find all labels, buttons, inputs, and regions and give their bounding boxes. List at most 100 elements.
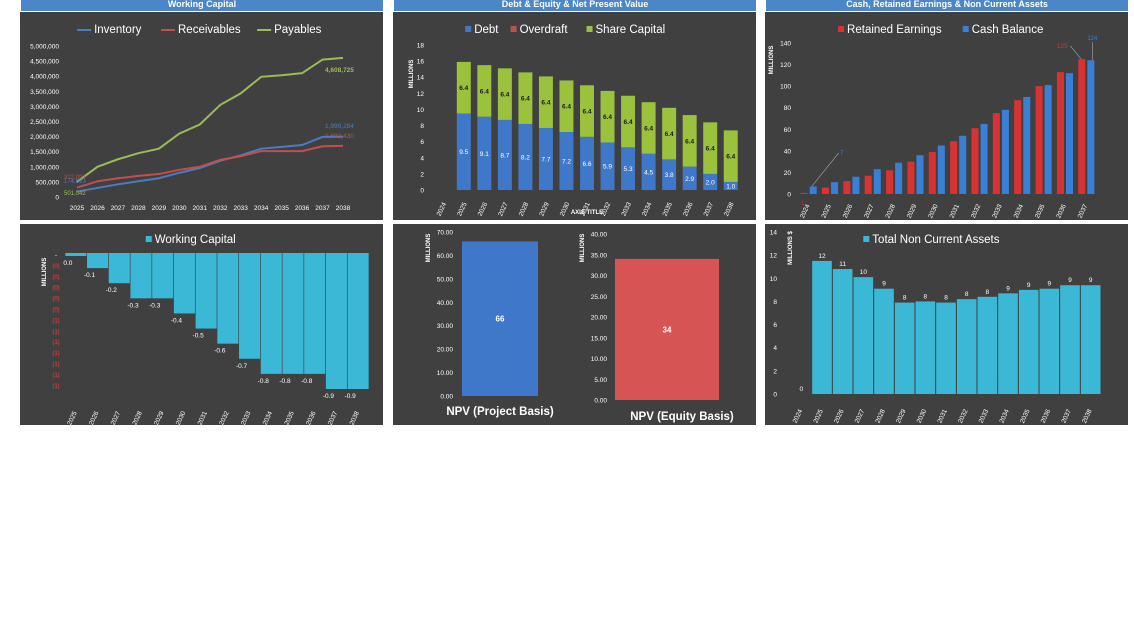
category-label-npv-project: NPV (Project Basis) [446, 406, 554, 418]
data-label-non-current-assets: 9 [1027, 282, 1031, 289]
bar-retained-earnings [1014, 100, 1022, 194]
data-label-share-capital: 6.4 [603, 114, 612, 121]
bar-cash-balance [959, 135, 967, 194]
category-label-npv-equity: NPV (Equity Basis) [630, 411, 734, 423]
data-label-working-capital: -0.2 [106, 287, 118, 294]
data-label-npv-project: 66 [496, 315, 505, 324]
x-tick-label: 2025 [820, 203, 833, 219]
y-tick-label: 40 [784, 148, 792, 155]
data-label-debt: 8.7 [500, 152, 509, 159]
x-tick-label: 2037 [315, 205, 330, 212]
bar-non-current-assets [1060, 285, 1080, 394]
x-tick-label: 2032 [600, 201, 613, 217]
data-label-debt: 8.2 [521, 154, 530, 161]
bar-share-capital [456, 61, 471, 114]
data-label-receivables-end: 1,692,430 [325, 133, 354, 140]
y-tick-label: 100 [780, 84, 791, 91]
y-tick-label: (1) [52, 329, 59, 335]
bar-share-capital [559, 80, 574, 132]
data-label-retained-end: 125 [1057, 43, 1068, 50]
y-tick-label: 1,500,000 [30, 149, 59, 156]
bar-working-capital [304, 253, 326, 374]
bar-cash-balance [809, 186, 817, 194]
bar-working-capital [347, 253, 369, 389]
data-label-working-capital: -0.3 [149, 302, 161, 309]
x-tick-label: 2027 [863, 203, 876, 219]
y-tick-label: 0 [420, 188, 424, 195]
bar-working-capital [325, 253, 347, 389]
y-tick-label: 20 [784, 170, 792, 177]
bar-non-current-assets [915, 301, 936, 394]
bar-non-current-assets [956, 299, 977, 394]
x-tick-label: 2032 [218, 410, 231, 425]
y-tick-label: 3,000,000 [30, 104, 59, 111]
chart-retained-cash: Retained Earnings Cash Balance MILLIONS 0 20… [769, 24, 1098, 219]
x-tick-label: 2024 [792, 408, 805, 424]
data-label-debt: 7.2 [562, 159, 571, 166]
data-label-debt: 5.3 [624, 166, 633, 173]
y-tick-label: 5,000,000 [30, 44, 59, 51]
data-label-debt: 6.6 [582, 161, 591, 168]
x-tick-label: 2036 [1055, 203, 1068, 219]
x-tick-label: 2035 [283, 410, 296, 425]
bar-cash-balance [1023, 96, 1031, 194]
bar-share-capital [538, 76, 553, 128]
bar-non-current-assets [853, 277, 874, 394]
bar-retained-earnings [864, 175, 872, 194]
data-label-share-capital: 6.4 [459, 85, 468, 92]
legend-label: Share Capital [596, 24, 666, 36]
bar-npv-project [462, 241, 538, 396]
x-tick-label: 2026 [88, 410, 101, 425]
bar-debt [518, 123, 533, 190]
data-label-working-capital: -0.5 [193, 333, 205, 340]
legend-swatch [962, 26, 969, 32]
bar-retained-earnings [821, 187, 830, 194]
y-tick-label: 5.00 [594, 377, 607, 384]
x-tick-label: 2029 [538, 201, 551, 217]
y-tick-label: 20.00 [437, 347, 454, 354]
legend-label: Working Capital [155, 234, 236, 246]
x-tick-label: 2037 [1060, 408, 1073, 424]
data-label-non-current-assets: 12 [818, 253, 826, 260]
y-tick-label: 70.00 [437, 230, 454, 237]
y-tick-label: 35.00 [591, 252, 608, 259]
bar-retained-earnings [928, 151, 936, 194]
data-label-non-current-assets: 11 [839, 261, 846, 268]
bar-debt [641, 153, 656, 190]
bar-share-capital [477, 65, 492, 117]
y-tick-label: 16 [417, 59, 425, 66]
data-label-working-capital: -0.4 [171, 317, 183, 324]
data-label-debt: 2.9 [685, 176, 694, 183]
legend-label: Debt [474, 24, 499, 36]
y-tick-label: 4 [420, 155, 424, 162]
bar-retained-earnings [886, 170, 894, 194]
y-tick-label: 10 [417, 107, 425, 114]
bar-debt [477, 116, 492, 190]
bar-debt [538, 127, 553, 190]
data-label-receivables-start: 312,093 [64, 175, 86, 181]
x-tick-label: 2026 [90, 205, 105, 212]
bar-debt [662, 159, 677, 190]
y-tick-label: (1) [52, 373, 59, 379]
bar-working-capital [108, 253, 130, 284]
data-label-cash-end: 124 [1087, 36, 1098, 42]
x-tick-label: 2027 [497, 201, 510, 217]
bar-retained-earnings [992, 113, 1000, 194]
x-tick-label: 2030 [175, 410, 188, 425]
data-label-working-capital: -0.6 [214, 348, 226, 355]
bar-cash-balance [937, 145, 945, 194]
header-debt-equity-npv: Debt & Equity & Net Present Value [394, 0, 756, 11]
y-axis-title: MILLIONS $ [788, 231, 794, 265]
legend-swatch [586, 26, 593, 32]
data-label-debt: 2.0 [706, 179, 715, 186]
y-tick-label: 6 [773, 322, 777, 329]
data-label-share-capital: 6.4 [685, 138, 694, 145]
y-tick-label: 0 [773, 392, 777, 399]
y-tick-label: 0.00 [440, 394, 453, 401]
x-tick-label: 2038 [336, 205, 351, 212]
bar-retained-earnings [800, 192, 808, 194]
x-tick-label: 2029 [895, 408, 908, 424]
y-tick-label: 8 [773, 299, 777, 306]
data-label-working-capital: -0.7 [236, 363, 248, 370]
data-label-payables-start: 501,042 [64, 191, 86, 197]
